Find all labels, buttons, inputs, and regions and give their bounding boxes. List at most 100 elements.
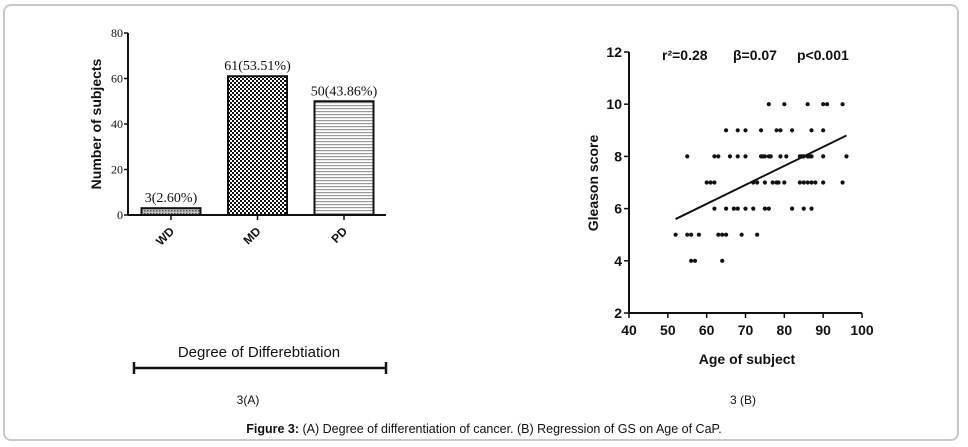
scatter-point [735,154,740,159]
scatter-point [770,180,775,185]
scatter-point [685,154,690,159]
scatter-point [712,180,717,185]
scatter-y-tick-label: 4 [614,253,622,269]
scatter-point [755,232,760,237]
bar-wd [140,207,202,217]
bar-y-tick-label: 20 [111,163,123,177]
scatter-point [751,206,756,211]
scatter-point [712,206,717,211]
scatter-point [731,206,736,211]
scatter-point [768,154,773,159]
scatter-point [821,128,826,133]
scatter-point [720,232,725,237]
bar-data-label: 50(43.86%) [311,84,378,99]
caption-label: Figure 3: [246,422,300,436]
panel-a-label: 3(A) [237,393,260,407]
bar-y-tick-label: 40 [111,117,123,131]
scatter-point [720,258,725,263]
scatter-y-tick-label: 6 [614,201,622,217]
scatter-point [813,180,818,185]
annotation-p-value: p<0.001 [797,47,849,63]
scatter-x-tick-label: 90 [815,322,831,338]
bar-category-label: MD [241,224,264,247]
scatter-x-tick-label: 80 [777,322,793,338]
scatter-point [735,206,740,211]
scatter-x-tick-label: 70 [738,322,754,338]
scatter-point [689,232,694,237]
scatter-point [778,154,783,159]
scatter-point [762,154,768,159]
x-axis-bracket [132,362,388,374]
bar-data-label: 3(2.60%) [145,191,198,206]
annotation-r-squared: r²=0.28 [662,47,708,63]
scatter-point [809,128,814,133]
scatter-point [790,206,795,211]
bar-x-axis-label: Degree of Differebtiation [178,344,340,361]
bar-chart-panel: 0 20 40 60 80 WD MD PD 3(2.60%) 61(53.51%) 50(43… [88,26,388,407]
scatter-point [766,206,771,211]
scatter-point [809,206,814,211]
scatter-point [821,154,826,159]
scatter-point [774,128,779,133]
figure-caption: Figure 3: (A) Degree of differentiation … [0,422,968,436]
scatter-point [762,206,768,211]
scatter-point [782,180,787,185]
scatter-x-axis-label: Age of subject [699,351,796,367]
scatter-point [727,154,733,159]
bar-y-axis-label: Number of subjects [88,58,104,189]
scatter-point [790,128,795,133]
scatter-point [821,180,826,185]
scatter-point [716,232,721,237]
scatter-point [766,102,771,107]
scatter-point [673,232,678,237]
scatter-x-tick-label: 100 [850,322,874,338]
scatter-point [723,206,729,211]
scatter-point [840,102,845,107]
bar-category-label: WD [153,224,177,248]
scatter-point [735,128,740,133]
scatter-point [723,232,729,237]
scatter-point [723,128,729,133]
scatter-point [712,154,717,159]
scatter-point [685,232,690,237]
scatter-x-tick-label: 60 [699,322,715,338]
scatter-point [782,102,787,107]
panel-b-label: 3 (B) [730,393,756,407]
bar-y-tick-label: 80 [111,26,123,40]
bar-y-tick-label: 60 [111,72,123,86]
scatter-point [758,128,764,133]
bar-pd [313,100,375,216]
scatter-x-tick-label: 40 [621,322,637,338]
bar-y-tick-label: 0 [117,208,123,222]
scatter-point [805,180,810,185]
scatter-point [824,102,830,107]
scatter-point [689,258,694,263]
scatter-point [809,154,814,159]
bar-category-label: PD [328,224,350,246]
scatter-x-tick-label: 50 [660,322,676,338]
annotation-beta: β=0.07 [733,47,777,63]
scatter-point [739,232,744,237]
scatter-point [716,154,721,159]
scatter-point [743,206,748,211]
bar-md [227,75,288,216]
scatter-y-axis-label: Gleason score [585,135,601,232]
regression-line [675,134,847,220]
scatter-y-tick-label: 8 [614,148,622,164]
scatter-point [805,102,810,107]
scatter-point [809,180,814,185]
scatter-point [821,102,826,107]
bar-data-label: 61(53.51%) [224,59,291,74]
scatter-point [743,154,748,159]
scatter-point [743,128,748,133]
caption-text: (A) Degree of differentiation of cancer.… [299,422,722,436]
scatter-point [844,154,849,159]
scatter-y-tick-label: 12 [606,44,622,60]
scatter-point [692,258,698,263]
scatter-point [778,128,783,133]
scatter-point [696,232,702,237]
scatter-point [784,154,789,159]
scatter-point [708,180,713,185]
